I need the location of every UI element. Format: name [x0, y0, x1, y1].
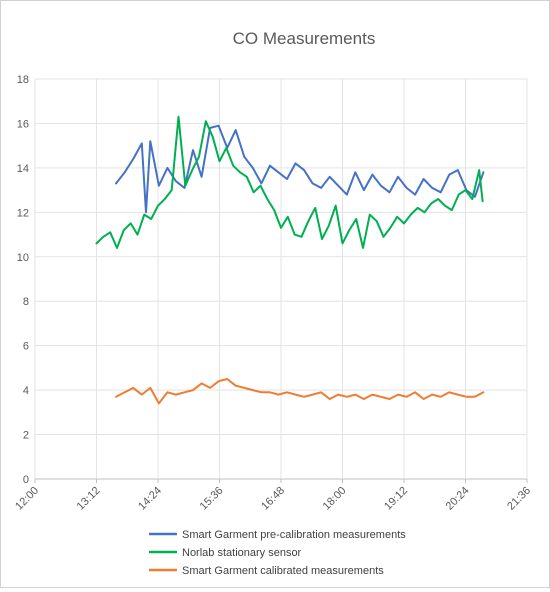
- x-tick-label: 18:00: [321, 485, 349, 513]
- legend-label: Smart Garment calibrated measurements: [182, 565, 384, 577]
- y-tick-label: 6: [23, 341, 29, 353]
- y-tick-label: 12: [17, 207, 29, 219]
- x-tick-label: 19:12: [382, 485, 410, 513]
- legend: Smart Garment pre-calibration measuremen…: [149, 529, 406, 577]
- y-tick-label: 4: [23, 385, 29, 397]
- y-tick-label: 10: [17, 252, 29, 264]
- x-tick-label: 21:36: [505, 485, 533, 513]
- series-line-2: [95, 115, 484, 249]
- y-tick-label: 8: [23, 296, 29, 308]
- y-tick-label: 16: [17, 118, 29, 130]
- axes: 0 2 4 6 8 10 12 14 16 18 12:00 13:12 14:24 15:36 16:48…: [13, 74, 533, 513]
- x-tick-label: 12:00: [13, 485, 41, 513]
- y-tick-label: 2: [23, 430, 29, 442]
- y-tick-label: 0: [23, 474, 29, 486]
- series-line-1: [115, 124, 485, 214]
- x-tick-label: 13:12: [75, 485, 103, 513]
- y-tick-label: 14: [17, 163, 29, 175]
- grid: [34, 78, 528, 480]
- chart-title: CO Measurements: [233, 29, 376, 48]
- x-tick-label: 15:36: [198, 485, 226, 513]
- series-layer: [95, 115, 485, 405]
- y-tick-label: 18: [17, 74, 29, 86]
- x-tick-label: 14:24: [136, 485, 164, 513]
- legend-label: Smart Garment pre-calibration measuremen…: [182, 529, 406, 541]
- legend-label: Norlab stationary sensor: [182, 547, 302, 559]
- x-tick-label: 20:24: [444, 485, 472, 513]
- x-tick-label: 16:48: [259, 485, 287, 513]
- series-line-3: [115, 378, 485, 405]
